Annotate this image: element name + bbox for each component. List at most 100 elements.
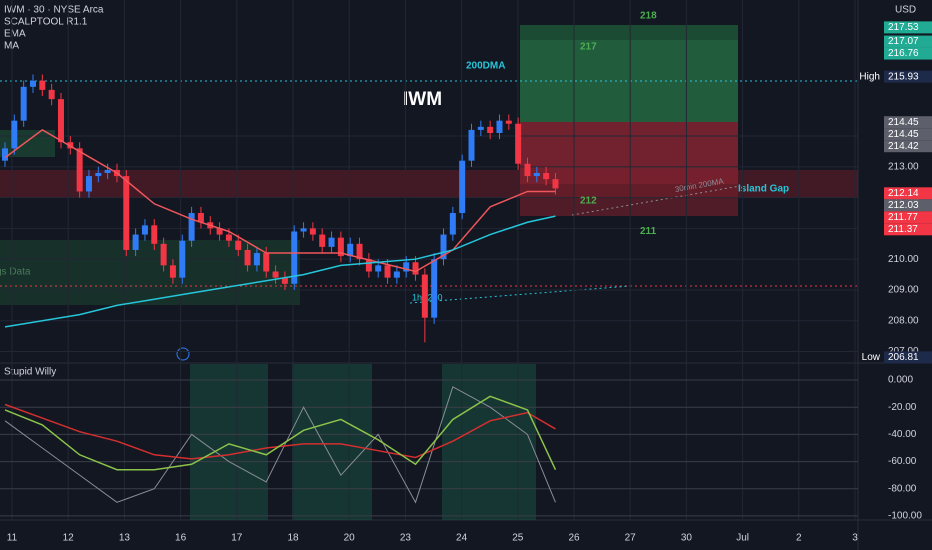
candle-body <box>347 243 354 257</box>
price-tag <box>884 199 932 212</box>
x-tick-label: 18 <box>287 533 299 544</box>
candle-body <box>300 228 307 232</box>
candle-body <box>29 80 36 87</box>
trend-line <box>571 185 741 216</box>
candle-body <box>39 80 46 90</box>
price-tag-label: 212.14 <box>888 188 919 199</box>
profit-zone <box>520 25 738 122</box>
candle-body <box>337 237 344 257</box>
price-tag <box>884 211 932 224</box>
candle-body <box>263 253 270 272</box>
candle-body <box>319 234 326 247</box>
target-label: 211 <box>640 226 657 237</box>
candle-body <box>272 271 279 278</box>
x-tick-label: 17 <box>231 533 243 544</box>
y-tick-label: 0.000 <box>888 375 913 386</box>
candle-body <box>477 126 484 130</box>
candle-body <box>496 120 503 133</box>
signal-zone <box>442 364 536 520</box>
annotation: gs Data <box>0 267 31 278</box>
candle-body <box>403 262 410 272</box>
candle-body <box>76 148 83 192</box>
y-tick-label: 213.00 <box>888 161 919 172</box>
candle-body <box>225 234 232 241</box>
candle-body <box>365 259 372 272</box>
y-tick-label: -60.00 <box>888 456 917 467</box>
symbol-title: IWM · 30 · NYSE Arca <box>4 5 104 16</box>
trend-line <box>409 285 631 304</box>
x-tick-label: 16 <box>175 533 187 544</box>
dividend-marker[interactable] <box>176 347 190 361</box>
candle-body <box>515 123 522 164</box>
gap-zone <box>0 170 858 198</box>
x-tick-label: 26 <box>568 533 580 544</box>
candle-body <box>169 265 176 278</box>
x-tick-label: 13 <box>119 533 131 544</box>
price-tag <box>884 223 932 236</box>
candle-body <box>291 231 298 284</box>
candle-body <box>253 253 260 266</box>
candle-body <box>533 172 540 177</box>
candle-body <box>179 240 186 278</box>
price-tag-label: 214.45 <box>888 117 919 128</box>
candle-body <box>132 234 139 250</box>
candle-body <box>468 129 475 161</box>
candle-body <box>309 228 316 235</box>
target-label: 217 <box>580 41 597 52</box>
candle-body <box>160 243 167 266</box>
price-tag <box>884 128 932 141</box>
candle-body <box>57 99 64 143</box>
price-tag-label: 215.93 <box>888 71 919 82</box>
candle-body <box>431 259 438 318</box>
price-tag <box>884 70 932 83</box>
candle-body <box>281 277 288 284</box>
candle-body <box>459 160 466 214</box>
y-tick-label: -40.00 <box>888 429 917 440</box>
y-tick-label: 210.00 <box>888 254 919 265</box>
y-tick-label: 208.00 <box>888 315 919 326</box>
candle-body <box>421 274 428 318</box>
candle-body <box>412 262 419 275</box>
x-tick-label: 27 <box>625 533 637 544</box>
candle-body <box>384 265 391 278</box>
demand-zone <box>0 130 55 157</box>
candle-body <box>141 225 148 235</box>
y-tick-label: -80.00 <box>888 483 917 494</box>
candle-body <box>20 86 27 121</box>
price-tag <box>884 351 932 364</box>
candle-body <box>356 243 363 260</box>
price-tag-name: Low <box>862 352 881 363</box>
candle-body <box>328 237 335 247</box>
y-tick-label: 209.00 <box>888 285 919 296</box>
price-tag <box>884 21 932 34</box>
x-tick-label: 12 <box>63 533 75 544</box>
indicator-label: EMA <box>4 29 26 40</box>
signal-zone <box>292 364 372 520</box>
loss-zone-lower <box>520 184 738 216</box>
price-tag <box>884 116 932 129</box>
price-tag-label: 211.77 <box>888 212 918 223</box>
candle-body <box>393 271 400 278</box>
candle-body <box>235 240 242 250</box>
x-tick-label: 23 <box>400 533 412 544</box>
candle-body <box>440 234 447 260</box>
indicator-label: SCALPTOOL R1.1 <box>4 17 88 28</box>
candle-body <box>95 172 102 177</box>
price-tag-label: 206.81 <box>888 352 919 363</box>
candle-body <box>524 163 531 177</box>
price-tag-label: 212.03 <box>888 200 919 211</box>
price-tag <box>884 35 932 48</box>
oscillator-line <box>4 386 556 504</box>
x-tick-label: 30 <box>681 533 693 544</box>
candle-body <box>449 213 456 235</box>
candle-body <box>48 89 55 100</box>
price-tag <box>884 47 932 60</box>
x-tick-label: 25 <box>512 533 524 544</box>
indicator-line <box>4 215 556 328</box>
x-tick-label: Jul <box>736 533 749 544</box>
candle-body <box>543 172 550 180</box>
indicator-line <box>4 129 556 273</box>
oscillator-line <box>4 403 556 460</box>
candle-body <box>151 225 158 244</box>
